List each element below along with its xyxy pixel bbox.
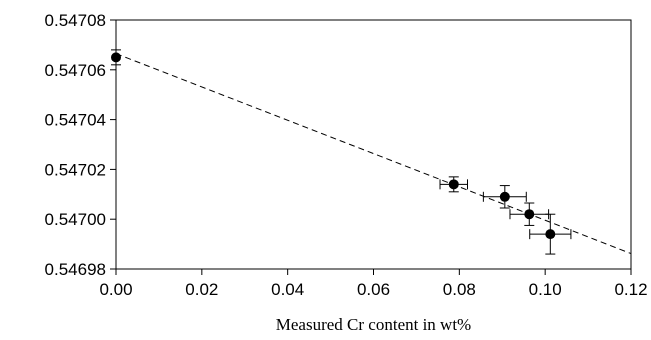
data-point	[529, 213, 572, 255]
x-tick-label: 0.12	[614, 280, 647, 299]
data-marker	[448, 179, 459, 190]
data-point	[509, 202, 550, 226]
x-tick-labels: 0.00 0.02 0.04 0.06 0.08 0.10 0.12	[99, 280, 647, 299]
data-points	[111, 49, 572, 255]
data-point	[439, 176, 468, 193]
x-tick-label: 0.08	[443, 280, 476, 299]
x-tick-label: 0.00	[99, 280, 132, 299]
x-tick-label: 0.02	[185, 280, 218, 299]
data-point	[482, 185, 527, 209]
y-tick-label: 0.54708	[45, 11, 106, 30]
fit-line-group	[115, 53, 632, 255]
y-tick-label: 0.54698	[45, 260, 106, 279]
data-point	[111, 49, 121, 66]
x-tick-label: 0.04	[271, 280, 304, 299]
y-tick-label: 0.54702	[45, 160, 106, 179]
x-axis-title: Measured Cr content in wt%	[276, 315, 471, 334]
y-tick-label: 0.54700	[45, 210, 106, 229]
data-marker	[111, 52, 121, 63]
y-tick-label: 0.54706	[45, 61, 106, 80]
fit-line	[115, 53, 632, 255]
data-marker	[545, 229, 556, 240]
y-tick-labels: 0.54698 0.54700 0.54702 0.54704 0.54706 0.547…	[45, 11, 106, 279]
data-marker	[524, 209, 535, 220]
tick-marks	[110, 19, 632, 275]
x-tick-label: 0.10	[529, 280, 562, 299]
y-tick-label: 0.54704	[45, 111, 106, 130]
x-tick-label: 0.06	[357, 280, 390, 299]
data-marker	[499, 191, 510, 202]
